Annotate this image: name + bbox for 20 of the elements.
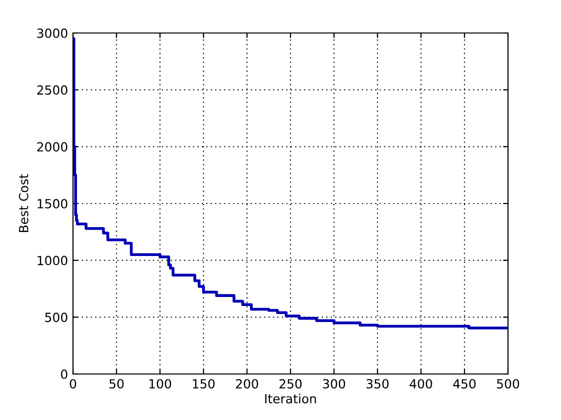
x-tick-label: 0	[70, 379, 76, 389]
x-tick-label: 300	[323, 379, 346, 389]
x-tick-label: 250	[279, 379, 302, 389]
x-tick-label: 100	[149, 379, 172, 389]
y-tick-label: 3000	[37, 28, 68, 38]
x-tick-label: 350	[366, 379, 389, 389]
y-axis-title: Best Cost	[18, 174, 28, 232]
y-tick-label: 500	[45, 312, 68, 322]
y-tick-label: 0	[61, 369, 68, 379]
y-tick-label: 2000	[37, 142, 68, 152]
y-tick-label: 2500	[37, 85, 68, 95]
x-tick-label: 150	[192, 379, 215, 389]
y-tick-label: 1000	[38, 256, 68, 266]
y-tick-label: 1500	[38, 198, 68, 208]
x-tick-label: 500	[497, 379, 520, 389]
x-tick-label: 200	[236, 379, 258, 389]
x-axis-title: Iteration	[265, 394, 316, 404]
x-tick-label: 50	[110, 379, 124, 389]
x-tick-label: 400	[410, 379, 432, 389]
x-tick-label: 450	[453, 379, 476, 389]
